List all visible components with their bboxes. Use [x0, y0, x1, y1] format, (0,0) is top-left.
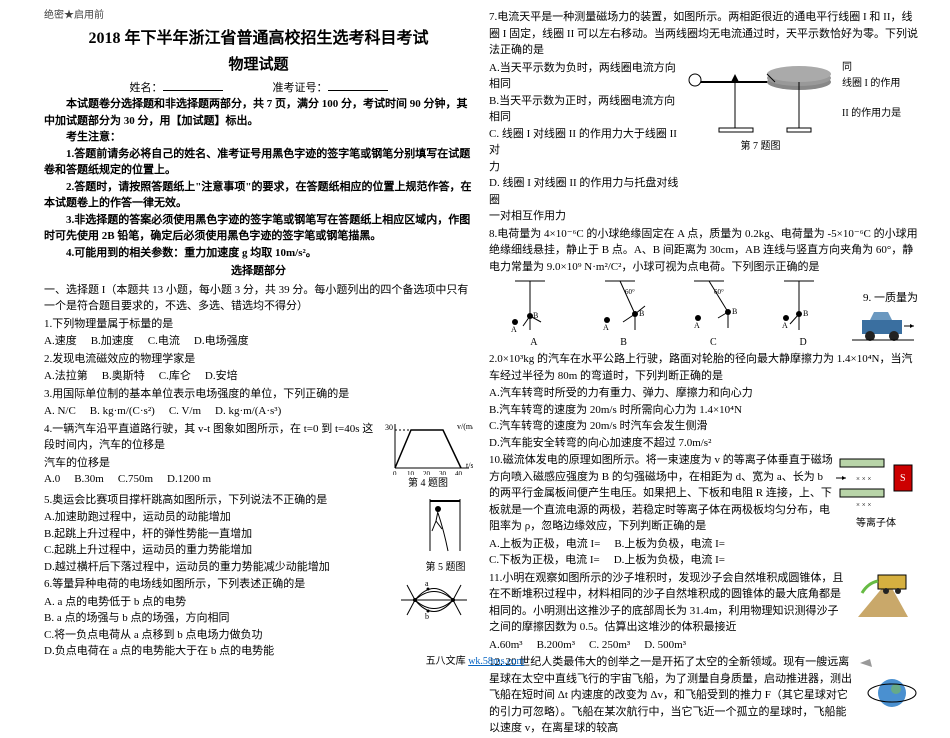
q7c1: C. 线圈 I 对线圈 II 的作用力大于线圈 II 对 — [489, 126, 679, 159]
exam-title: 2018 年下半年浙江省普通高校招生选考科目考试 — [44, 27, 473, 51]
q1: 1.下列物理量属于标量的是 — [44, 316, 473, 333]
q5d: D.越过横杆后下落过程中，运动员的重力势能减少动能增加 — [44, 559, 418, 576]
q11-row: 11.小明在观察如图所示的沙子堆积时，发现沙子会自然堆积成圆锥体，且在不断堆积过… — [489, 569, 918, 654]
q7: 7.电流天平是一种测量磁场力的装置，如图所示。两相距很近的通电平行线圈 I 和 … — [489, 9, 918, 59]
q6: 6.等量异种电荷的电场线如图所示，下列表述正确的是 — [44, 576, 395, 593]
exam-subtitle: 物理试题 — [44, 54, 473, 77]
svg-text:30: 30 — [439, 470, 447, 475]
q5: 5.奥运会比赛项目撑杆跳高如图所示，下列说法不正确的是 — [44, 492, 418, 509]
ticket-label: 准考证号： — [273, 80, 328, 97]
q4-row: 4.一辆汽车沿平直道路行驶，其 v-t 图象如图所示，在 t=0 到 t=40s… — [44, 420, 473, 491]
q1-opts: A.速度B.加速度C.电流D.电场强度 — [44, 333, 473, 350]
q5-row: 5.奥运会比赛项目撑杆跳高如图所示，下列说法不正确的是 A.加速助跑过程中，运动… — [44, 491, 473, 576]
notice-head: 考生注意： — [44, 129, 473, 146]
q8-figs: AB A 60°AB B 60°AB C AB D 9. 一质量为 — [489, 276, 918, 350]
q7d1: D. 线圈 I 对线圈 II 的作用力与托盘对线圈 — [489, 175, 679, 208]
svg-text:40: 40 — [455, 470, 463, 475]
q7-side3: II 的作用力是 — [842, 106, 918, 122]
q9: 2.0×10³kg 的汽车在水平公路上行驶，路面对轮胎的径向最大静摩擦力为 1.… — [489, 351, 918, 384]
notice3: 3.非选择题的答案必须使用黑色字迹的签字笔或钢笔写在答题纸上相应区域内，作图时可… — [44, 212, 473, 245]
classification: 绝密★启用前 — [44, 8, 473, 23]
q7-side2: 线圈 I 的作用 — [842, 76, 918, 92]
q4: 4.一辆汽车沿平直道路行驶，其 v-t 图象如图所示，在 t=0 到 t=40s… — [44, 421, 383, 454]
svg-text:60°: 60° — [714, 288, 724, 296]
right-column: 7.电流天平是一种测量磁场力的装置，如图所示。两相距很近的通电平行线圈 I 和 … — [481, 8, 926, 652]
q5b: B.起跳上升过程中，杆的弹性势能一直增加 — [44, 526, 418, 543]
intro: 本试题卷分选择题和非选择题两部分，共 7 页，满分 100 分，考试时间 90 … — [44, 96, 473, 129]
q11: 11.小明在观察如图所示的沙子堆积时，发现沙子会自然堆积成圆锥体，且在不断堆积过… — [489, 570, 848, 636]
q5-figcap: 第 5 题图 — [426, 560, 466, 575]
svg-text:10: 10 — [407, 470, 415, 475]
q6-row: 6.等量异种电荷的电场线如图所示，下列表述正确的是 A. a 点的电势低于 b … — [44, 575, 473, 660]
q8: 8.电荷量为 4×10⁻⁶C 的小球绝缘固定在 A 点，质量为 0.2kg、电荷… — [489, 226, 918, 276]
q7-row: A.当天平示数为负时，两线圈电流方向相同 B.当天平示数为正时，两线圈电流方向相… — [489, 60, 918, 225]
q7d2: 一对相互作用力 — [489, 208, 679, 225]
q6-figure: a b — [395, 575, 473, 625]
q4-line2: 汽车的位移是 — [44, 455, 383, 472]
svg-text:60°: 60° — [625, 288, 635, 296]
q9c: C.汽车转弯的速度为 20m/s 时汽车会发生侧滑 — [489, 418, 918, 435]
q7c3: 力 — [489, 159, 679, 176]
svg-text:b: b — [425, 612, 429, 621]
svg-text:× × ×: × × × — [856, 501, 871, 509]
q7-figcap: 第 7 题图 — [741, 139, 781, 154]
q4-figcap: 第 4 题图 — [408, 476, 448, 491]
q2-opts: A.法拉第B.奥斯特C.库仑D.安培 — [44, 368, 473, 385]
q9b: B.汽车转弯的速度为 20m/s 时所需向心力为 1.4×10⁴N — [489, 402, 918, 419]
q4-opts: A.0B.30mC.750mD.1200 m — [44, 471, 383, 488]
svg-text:B: B — [803, 309, 808, 318]
q7-figure: 第 7 题图 — [679, 60, 842, 154]
group-1: 一、选择题 I（本题共 13 小题，每小题 3 分，共 39 分。每小题列出的四… — [44, 282, 473, 315]
name-label: 姓名： — [130, 80, 163, 97]
name-line: 姓名： 准考证号： — [44, 80, 473, 97]
svg-text:t/s: t/s — [466, 461, 473, 470]
q7-side1: 同 — [842, 60, 918, 76]
q10-figcap: 等离子体 — [856, 516, 896, 531]
notice1: 1.答题前请务必将自己的姓名、准考证号用黑色字迹的签字笔或钢笔分别填写在试题卷和… — [44, 146, 473, 179]
svg-text:20: 20 — [423, 470, 431, 475]
q3-opts: A. N/CB. kg·m/(C·s²)C. V/mD. kg·m/(A·s³) — [44, 403, 473, 420]
svg-text:A: A — [603, 323, 609, 332]
footer-text: 五八文库 — [426, 656, 469, 667]
q7a: A.当天平示数为负时，两线圈电流方向相同 — [489, 60, 679, 93]
notice2: 2.答题时，请按照答题纸上"注意事项"的要求，在答题纸相应的位置上规范作答，在本… — [44, 179, 473, 212]
q5a: A.加速助跑过程中，运动员的动能增加 — [44, 509, 418, 526]
q6c: C.将一负点电荷从 a 点移到 b 点电场力做负功 — [44, 627, 395, 644]
q10-figure: S × × × × × × 等离子体 — [834, 451, 918, 531]
q9a: A.汽车转弯时所受的力有重力、弹力、摩擦力和向心力 — [489, 385, 918, 402]
page: 绝密★启用前 2018 年下半年浙江省普通高校招生选考科目考试 物理试题 姓名：… — [0, 0, 950, 652]
svg-text:A: A — [694, 321, 700, 330]
svg-text:v/(m/s): v/(m/s) — [457, 422, 473, 431]
q5-figure: 第 5 题图 — [418, 491, 473, 575]
svg-text:× × ×: × × × — [856, 475, 871, 483]
svg-text:30: 30 — [385, 423, 393, 432]
section-head: 选择题部分 — [44, 263, 473, 280]
footer-link[interactable]: wk.58ms.com — [468, 656, 524, 667]
q10: 10.磁流体发电的原理如图所示。将一束速度为 v 的等离子体垂直于磁场方向喷入磁… — [489, 452, 834, 535]
q12: 12. 20 世纪人类最伟大的创举之一是开拓了太空的全新领域。现有一艘远离星球在… — [489, 654, 852, 737]
q6b: B. a 点的场强与 b 点的场强，方向相同 — [44, 610, 395, 627]
q6a: A. a 点的电势低于 b 点的电势 — [44, 594, 395, 611]
svg-text:a: a — [425, 579, 429, 588]
left-column: 绝密★启用前 2018 年下半年浙江省普通高校招生选考科目考试 物理试题 姓名：… — [36, 8, 481, 652]
q7b: B.当天平示数为正时，两线圈电流方向相同 — [489, 93, 679, 126]
q9-car-icon — [848, 306, 918, 350]
q3: 3.用国际单位制的基本单位表示电场强度的单位，下列正确的是 — [44, 386, 473, 403]
q4-figure: 30 v/(m/s) t/s 0 10 20 30 40 第 4 题图 — [383, 420, 473, 491]
q12-row: 12. 20 世纪人类最伟大的创举之一是开拓了太空的全新领域。现有一艘远离星球在… — [489, 653, 918, 738]
svg-text:B: B — [732, 307, 737, 316]
q5c: C.起跳上升过程中，运动员的重力势能增加 — [44, 542, 418, 559]
q6d: D.负点电荷在 a 点的电势能大于在 b 点的电势能 — [44, 643, 395, 660]
svg-text:0: 0 — [393, 470, 397, 475]
notice4: 4.可能用到的相关参数：重力加速度 g 均取 10m/s²。 — [44, 245, 473, 262]
q9d: D.汽车能安全转弯的向心加速度不超过 7.0m/s² — [489, 435, 918, 452]
svg-text:S: S — [900, 473, 906, 484]
q12-figure — [852, 653, 918, 709]
q11-figure — [848, 569, 918, 625]
q2: 2.发现电流磁效应的物理学家是 — [44, 351, 473, 368]
q9pre: 9. 一质量为 — [848, 290, 918, 307]
q10-row: 10.磁流体发电的原理如图所示。将一束速度为 v 的等离子体垂直于磁场方向喷入磁… — [489, 451, 918, 569]
svg-text:A: A — [782, 321, 788, 330]
svg-text:A: A — [511, 325, 517, 334]
